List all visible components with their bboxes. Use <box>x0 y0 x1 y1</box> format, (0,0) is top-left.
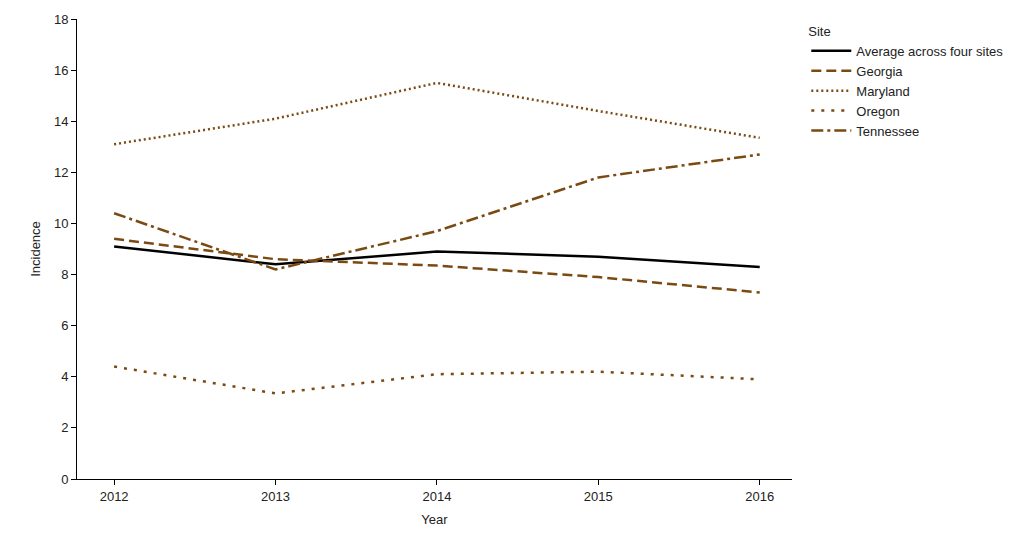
svg-text:Tennessee: Tennessee <box>856 124 919 139</box>
svg-text:16: 16 <box>54 63 68 78</box>
svg-text:10: 10 <box>54 216 68 231</box>
svg-text:2014: 2014 <box>422 489 451 504</box>
svg-text:Maryland: Maryland <box>856 84 909 99</box>
svg-text:2015: 2015 <box>584 489 613 504</box>
svg-text:14: 14 <box>54 114 68 129</box>
svg-text:0: 0 <box>61 472 68 487</box>
svg-text:12: 12 <box>54 165 68 180</box>
svg-text:Georgia: Georgia <box>856 64 903 79</box>
svg-text:Site: Site <box>808 24 830 39</box>
svg-text:2016: 2016 <box>745 489 774 504</box>
svg-text:8: 8 <box>61 267 68 282</box>
svg-text:4: 4 <box>61 369 68 384</box>
svg-text:Year: Year <box>421 512 448 527</box>
svg-text:6: 6 <box>61 318 68 333</box>
svg-text:Average across four sites: Average across four sites <box>856 44 1003 59</box>
svg-text:18: 18 <box>54 12 68 27</box>
svg-text:2: 2 <box>61 420 68 435</box>
svg-text:Oregon: Oregon <box>856 104 899 119</box>
svg-text:Incidence: Incidence <box>28 221 43 277</box>
svg-text:2013: 2013 <box>261 489 290 504</box>
svg-text:2012: 2012 <box>100 489 129 504</box>
